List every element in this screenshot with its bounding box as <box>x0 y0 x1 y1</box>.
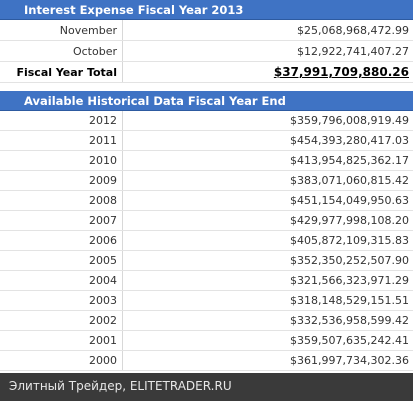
row-value: $451,154,049,950.63 <box>290 194 409 207</box>
row-label: 2008 <box>0 191 123 210</box>
row-value: $413,954,825,362.17 <box>290 154 409 167</box>
table-row: 2012 $359,796,008,919.49 <box>0 111 413 131</box>
table-row: 2007 $429,977,998,108.20 <box>0 211 413 231</box>
table-row: 2010 $413,954,825,362.17 <box>0 151 413 171</box>
table-row: 2005 $352,350,252,507.90 <box>0 251 413 271</box>
current-year-table: Interest Expense Fiscal Year 2013 Novemb… <box>0 0 413 83</box>
table-row: Fiscal Year Total $37,991,709,880.26 <box>0 62 413 83</box>
row-label: 2002 <box>0 311 123 330</box>
table-row: 2000 $361,997,734,302.36 <box>0 351 413 371</box>
table-row: 2009 $383,071,060,815.42 <box>0 171 413 191</box>
row-value: $361,997,734,302.36 <box>290 354 409 367</box>
table-row: 2004 $321,566,323,971.29 <box>0 271 413 291</box>
historical-table: Available Historical Data Fiscal Year En… <box>0 91 413 371</box>
row-label: 2004 <box>0 271 123 290</box>
row-label: 2000 <box>0 351 123 370</box>
row-value-cell: $37,991,709,880.26 <box>123 62 413 82</box>
row-label: 2010 <box>0 151 123 170</box>
row-value: $359,796,008,919.49 <box>290 114 409 127</box>
row-value: $429,977,998,108.20 <box>290 214 409 227</box>
row-value: $318,148,529,151.51 <box>290 294 409 307</box>
section-header: Interest Expense Fiscal Year 2013 <box>0 0 413 20</box>
row-label: 2003 <box>0 291 123 310</box>
row-label: 2006 <box>0 231 123 250</box>
row-value: $383,071,060,815.42 <box>290 174 409 187</box>
table-row: 2002 $332,536,958,599.42 <box>0 311 413 331</box>
row-label: 2001 <box>0 331 123 350</box>
row-label: November <box>0 20 123 40</box>
row-label: Fiscal Year Total <box>0 62 123 82</box>
row-value: $25,068,968,472.99 <box>297 24 409 37</box>
row-label: 2011 <box>0 131 123 150</box>
table-row: 2001 $359,507,635,242.41 <box>0 331 413 351</box>
row-value: $352,350,252,507.90 <box>290 254 409 267</box>
table-row: 2003 $318,148,529,151.51 <box>0 291 413 311</box>
section-header: Available Historical Data Fiscal Year En… <box>0 91 413 111</box>
table-row: November $25,068,968,472.99 <box>0 20 413 41</box>
table-row: 2011 $454,393,280,417.03 <box>0 131 413 151</box>
row-label: October <box>0 41 123 61</box>
table-row: 2008 $451,154,049,950.63 <box>0 191 413 211</box>
row-value: $37,991,709,880.26 <box>273 65 409 79</box>
row-value: $454,393,280,417.03 <box>290 134 409 147</box>
row-label: 2005 <box>0 251 123 270</box>
row-label: 2009 <box>0 171 123 190</box>
row-label: 2012 <box>0 111 123 130</box>
row-value: $321,566,323,971.29 <box>290 274 409 287</box>
footer: Элитный Трейдер, ELITETRADER.RU <box>0 373 413 401</box>
row-value: $12,922,741,407.27 <box>297 45 409 58</box>
row-value: $405,872,109,315.83 <box>290 234 409 247</box>
row-value: $359,507,635,242.41 <box>290 334 409 347</box>
table-row: October $12,922,741,407.27 <box>0 41 413 62</box>
table-row: 2006 $405,872,109,315.83 <box>0 231 413 251</box>
row-value: $332,536,958,599.42 <box>290 314 409 327</box>
row-label: 2007 <box>0 211 123 230</box>
